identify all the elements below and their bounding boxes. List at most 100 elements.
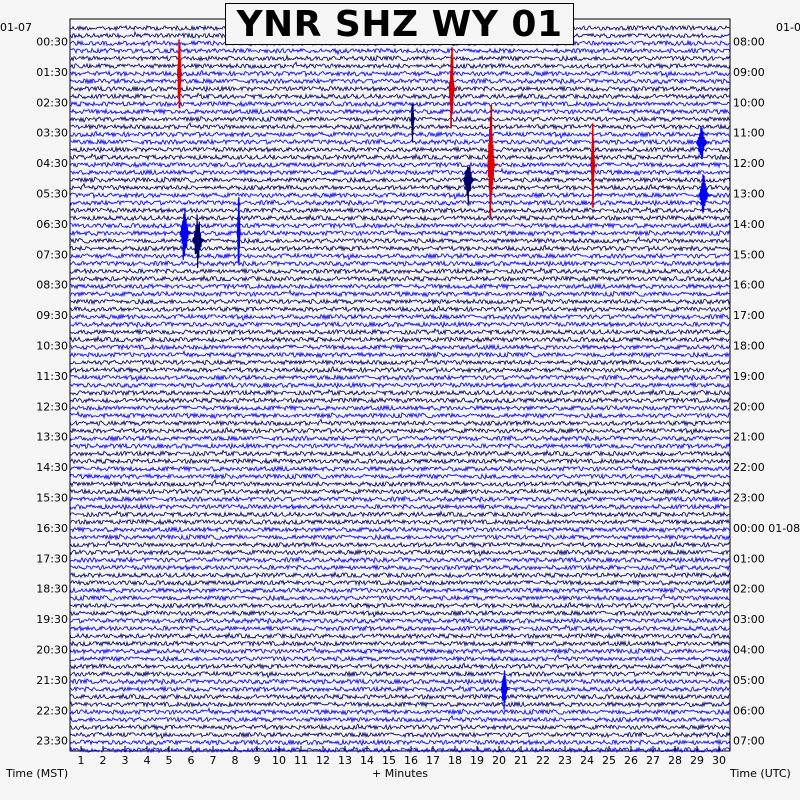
seismic-trace-86 [69, 677, 731, 686]
right-hour-label-22: 06:00 [733, 704, 765, 717]
x-tick-label-30: 30 [712, 754, 726, 767]
left-hour-label-22: 22:30 [36, 704, 68, 717]
seismic-trace-55 [69, 442, 731, 450]
x-tick-label-21: 21 [514, 754, 528, 767]
seismic-trace-73 [69, 579, 731, 587]
x-tick-label-5: 5 [166, 754, 173, 767]
seismic-trace-65 [69, 518, 731, 526]
seismic-trace-80 [69, 631, 731, 640]
seismic-trace-43 [69, 349, 731, 359]
right-hour-label-18: 02:00 [733, 583, 765, 596]
left-axis-label: Time (MST) [6, 767, 69, 780]
seismic-trace-85 [69, 670, 731, 679]
seismic-trace-8 [69, 85, 731, 93]
seismic-trace-59 [69, 472, 731, 480]
seismic-trace-87 [69, 685, 731, 693]
seismic-trace-10 [69, 100, 731, 108]
seismic-trace-18 [69, 161, 731, 169]
trace-group [69, 24, 731, 754]
seismic-trace-41 [69, 335, 731, 344]
seismic-trace-81 [69, 640, 731, 648]
seismic-trace-83 [69, 653, 730, 663]
seismic-trace-17 [69, 152, 731, 161]
seismic-trace-3 [69, 47, 731, 56]
x-tick-label-8: 8 [232, 754, 239, 767]
right-hour-label-12: 20:00 [733, 400, 765, 413]
seismic-trace-64 [69, 510, 731, 519]
right-hour-label-9: 17:00 [733, 309, 765, 322]
right-hour-label-1: 09:00 [733, 66, 765, 79]
left-hour-label-6: 06:30 [36, 218, 68, 231]
left-hour-label-13: 13:30 [36, 431, 68, 444]
hour-labels: 00:30 08:00 01:30 09:00 02:30 10:00 03:30 11:00… [36, 36, 800, 748]
left-hour-label-15: 15:30 [36, 492, 68, 505]
x-tick-label-27: 27 [646, 754, 660, 767]
x-tick-label-12: 12 [316, 754, 330, 767]
left-hour-label-11: 11:30 [36, 370, 68, 383]
seismic-trace-46 [69, 374, 731, 383]
right-hour-label-8: 16:00 [733, 279, 765, 292]
seismic-trace-38 [69, 313, 731, 322]
right-hour-label-10: 18:00 [733, 340, 765, 353]
x-tick-label-26: 26 [624, 754, 638, 767]
seismic-trace-4 [69, 54, 731, 62]
right-hour-label-3: 11:00 [733, 127, 765, 140]
left-hour-label-21: 21:30 [36, 674, 68, 687]
seismic-trace-51 [69, 410, 731, 420]
seismic-trace-6 [69, 69, 731, 79]
x-tick-label-2: 2 [100, 754, 107, 767]
left-hour-label-4: 04:30 [36, 157, 68, 170]
x-tick-label-20: 20 [492, 754, 506, 767]
left-hour-label-23: 23:30 [36, 735, 68, 748]
seismic-trace-45 [69, 366, 731, 375]
event-group [177, 39, 713, 710]
event-mark-10 [236, 197, 242, 266]
x-tick-label-3: 3 [122, 754, 129, 767]
x-tick-label-24: 24 [580, 754, 594, 767]
left-hour-label-20: 20:30 [36, 644, 68, 657]
event-mark-3 [590, 123, 596, 208]
event-mark-6 [698, 174, 713, 212]
seismic-trace-66 [69, 524, 731, 534]
seismic-trace-75 [69, 593, 731, 602]
right-hour-label-6: 14:00 [733, 218, 765, 231]
seismic-trace-9 [69, 92, 731, 101]
left-hour-label-18: 18:30 [36, 583, 68, 596]
event-mark-7 [410, 103, 416, 143]
left-hour-label-1: 01:30 [36, 66, 68, 79]
seismic-trace-20 [69, 176, 731, 184]
seismic-trace-42 [69, 343, 731, 351]
seismic-trace-49 [69, 396, 731, 405]
seismic-trace-50 [69, 404, 731, 412]
x-tick-label-18: 18 [448, 754, 462, 767]
seismic-trace-31 [69, 259, 731, 268]
x-tick-label-13: 13 [338, 754, 352, 767]
right-hour-label-17: 01:00 [733, 552, 765, 565]
x-tick-label-23: 23 [558, 754, 572, 767]
seismic-trace-67 [69, 533, 731, 541]
seismic-trace-58 [69, 463, 731, 473]
seismic-trace-11 [69, 106, 731, 116]
seismic-trace-37 [69, 305, 731, 314]
seismic-trace-19 [69, 167, 731, 177]
seismic-trace-62 [69, 495, 731, 504]
seismic-trace-94 [69, 738, 731, 747]
seismic-trace-32 [69, 267, 731, 275]
left-hour-label-3: 03:30 [36, 127, 68, 140]
seismic-trace-29 [69, 244, 731, 253]
left-hour-label-17: 17:30 [36, 552, 68, 565]
seismic-trace-61 [69, 487, 731, 497]
seismic-trace-33 [69, 274, 731, 283]
right-hour-label-5: 13:00 [733, 188, 765, 201]
seismic-trace-68 [69, 539, 731, 549]
seismic-trace-52 [69, 418, 731, 427]
x-tick-label-4: 4 [144, 754, 151, 767]
seismic-trace-7 [69, 77, 731, 86]
seismic-trace-44 [69, 357, 731, 367]
seismic-trace-72 [69, 570, 731, 579]
seismic-trace-14 [69, 130, 731, 139]
left-date-label: 01-07 [0, 21, 32, 34]
seismic-trace-28 [69, 235, 731, 245]
right-axis-label: Time (UTC) [730, 767, 791, 780]
